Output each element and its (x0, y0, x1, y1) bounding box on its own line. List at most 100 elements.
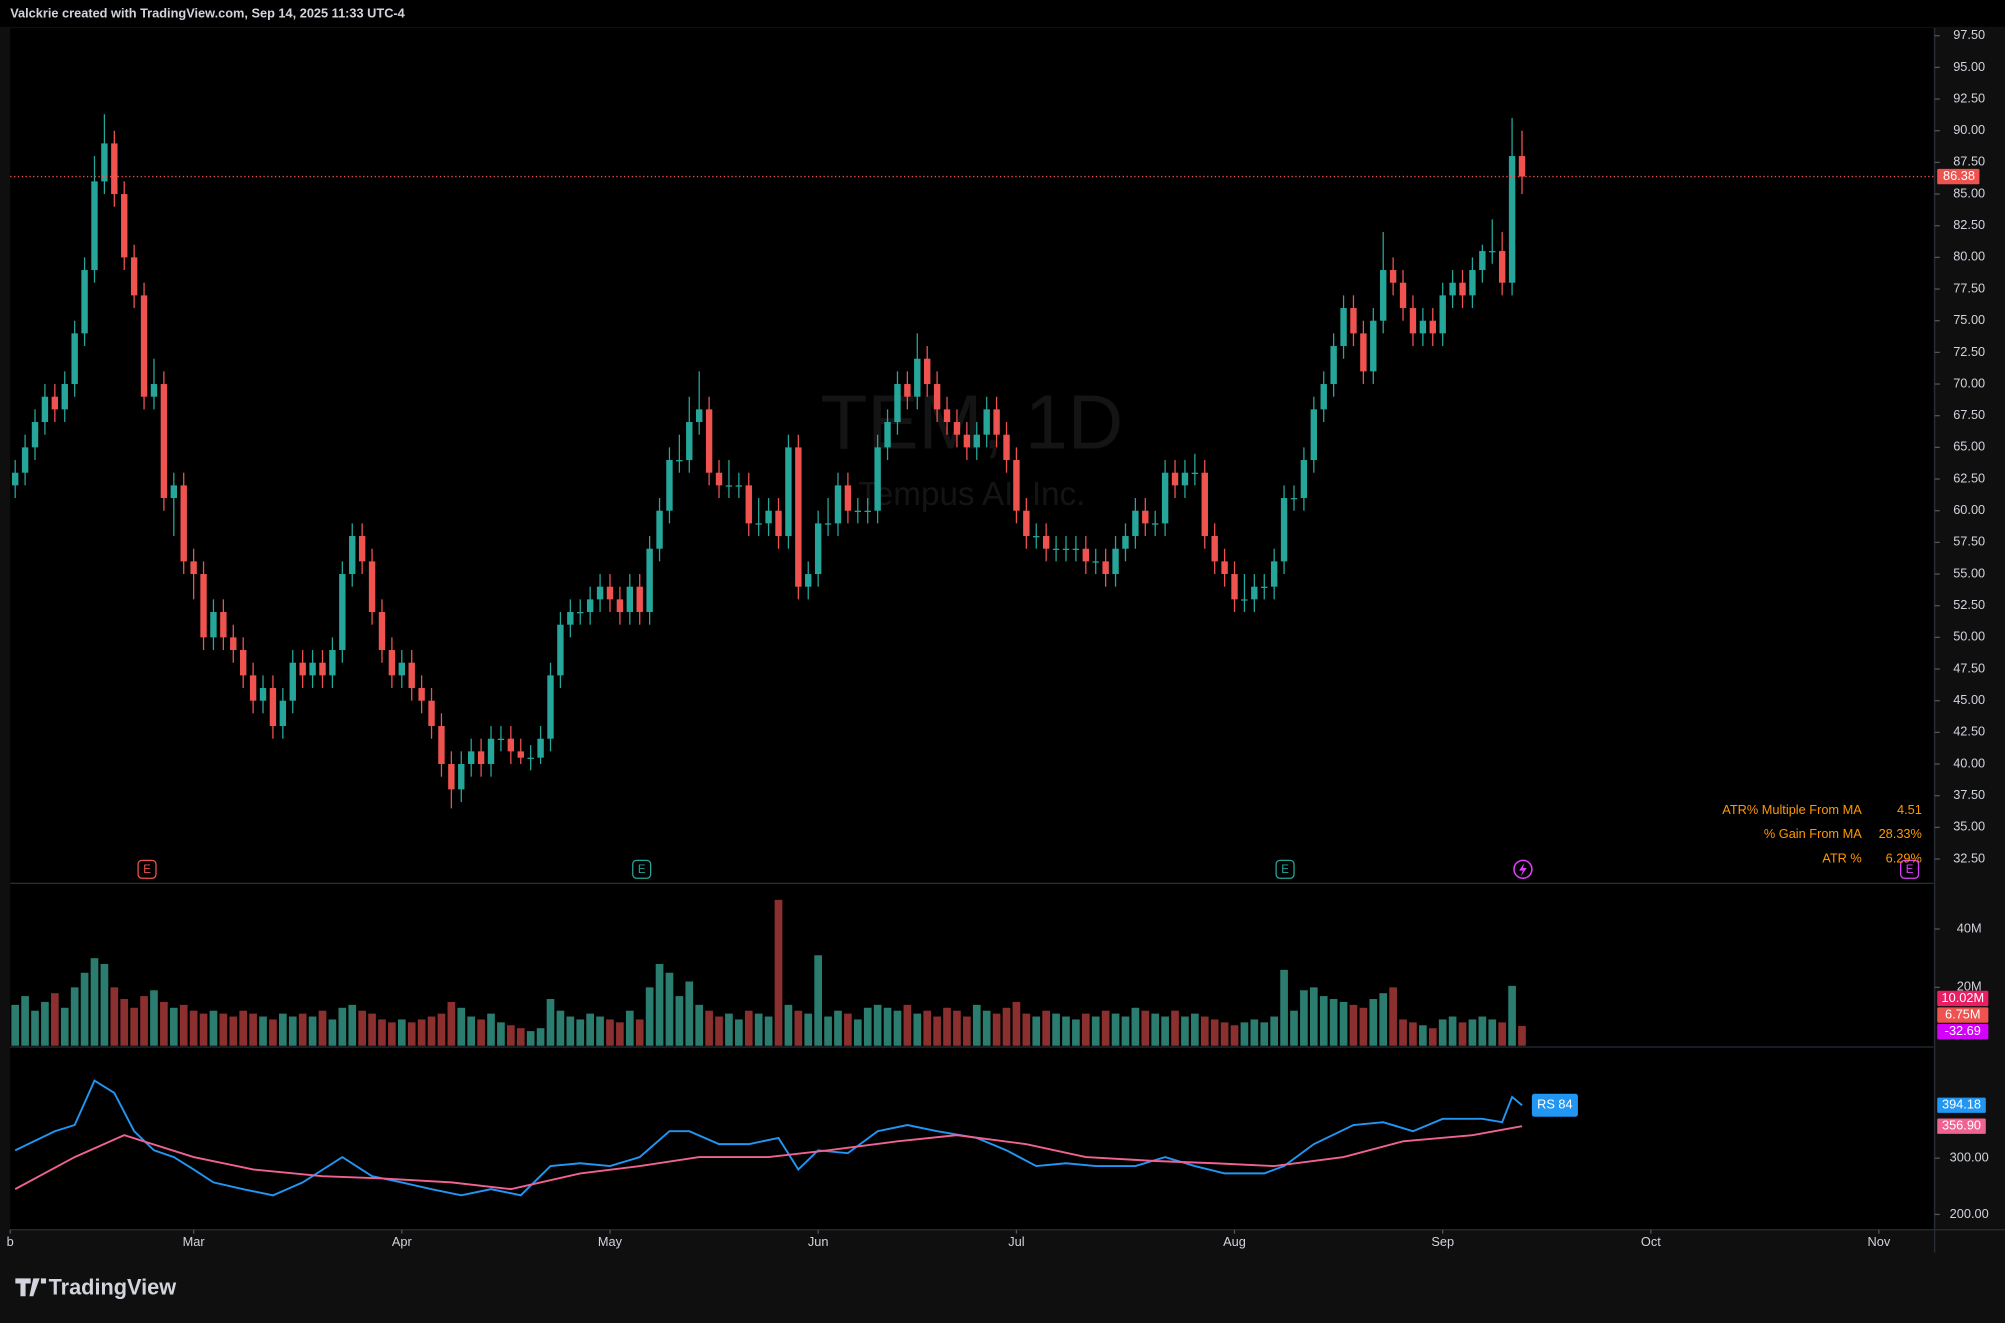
candle-body (299, 662, 306, 676)
volume-bar (378, 1019, 386, 1046)
y-tick-label: 55.00 (1953, 565, 1985, 580)
candle-body (1161, 472, 1169, 524)
volume-bar (635, 1019, 644, 1046)
volume-bar (427, 1016, 436, 1046)
candle-body (418, 688, 425, 701)
y-tick-label: 90.00 (1953, 122, 1985, 137)
volume-bar (31, 1010, 39, 1046)
candle-body (21, 447, 29, 473)
candle-body (1033, 536, 1040, 538)
event-marker (1900, 859, 1920, 879)
candle-body (239, 650, 247, 676)
y-tick-label: 80.00 (1953, 249, 1985, 264)
volume-bar (41, 1001, 49, 1046)
candle-body (963, 434, 971, 448)
volume-bar (1498, 1022, 1507, 1046)
candle-body (795, 447, 802, 587)
axis-marker (1937, 1007, 1989, 1023)
candle-body (121, 194, 128, 258)
volume-bar (735, 1019, 743, 1046)
indicator-value: 28.33% (1879, 826, 1922, 841)
volume-bar (1002, 1007, 1011, 1046)
candle-body (31, 422, 39, 448)
candle-body (319, 662, 326, 676)
axis-marker (1937, 990, 1989, 1007)
candle-body (705, 409, 713, 473)
candle-body (428, 700, 435, 727)
y-tick-label: 45.00 (1953, 692, 1985, 707)
volume-bar (308, 1016, 317, 1046)
candle-body (1469, 270, 1476, 296)
volume-bar (249, 1013, 257, 1046)
volume-bar (497, 1022, 505, 1046)
volume-bar (596, 1016, 604, 1046)
y-tick-label: 42.50 (1953, 724, 1985, 739)
volume-bar (1181, 1016, 1189, 1046)
candle-body (1498, 251, 1506, 283)
candle-body (1171, 472, 1179, 486)
volume-bar (645, 987, 654, 1046)
volume-bar (259, 1016, 267, 1046)
volume-bar (1091, 1016, 1100, 1046)
axis-marker-label: 10.02M (1942, 990, 1985, 1005)
candle-body (1459, 282, 1466, 296)
candle-body (636, 586, 643, 613)
candle-body (1142, 510, 1149, 524)
last-price-tag (1937, 168, 1980, 185)
candle-body (547, 675, 554, 739)
y-tick-label: 20M (1957, 979, 1982, 994)
candle-body (914, 358, 921, 397)
x-tick-label: Nov (1868, 1234, 1891, 1249)
candle-body (150, 384, 158, 397)
header-title: Valckrie created with TradingView.com, S… (10, 5, 405, 20)
volume-bar (120, 999, 129, 1046)
volume-bar (179, 1004, 188, 1046)
volume-bar (586, 1013, 594, 1046)
y-tick-label: 35.00 (1953, 819, 1985, 834)
candle-body (1181, 472, 1189, 486)
event-marker (632, 859, 652, 879)
volume-bar (90, 958, 99, 1046)
volume-bar (1012, 1001, 1021, 1046)
candle-body (1241, 599, 1248, 601)
candle-body (259, 688, 267, 701)
volume-bar (1359, 1007, 1368, 1046)
volume-bar (853, 1019, 862, 1046)
candle-body (398, 662, 405, 676)
candle-body (943, 409, 951, 423)
candle-body (329, 650, 336, 676)
candle-body (666, 460, 673, 511)
candle-body (904, 384, 911, 397)
volume-bar (1409, 1022, 1417, 1046)
candle-body (1300, 460, 1308, 499)
volume-bar (1419, 1025, 1427, 1046)
volume-bar (368, 1013, 376, 1046)
volume-bar (100, 964, 109, 1046)
candle-body (210, 612, 217, 638)
candle-body (1280, 498, 1288, 562)
volume-bar (1250, 1019, 1259, 1046)
y-tick-label: 40M (1957, 920, 1982, 935)
volume-bar (209, 1010, 218, 1046)
candle-body (1389, 270, 1397, 283)
volume-bar (60, 1007, 69, 1046)
volume-bar (814, 955, 822, 1046)
rs-line (14, 1125, 1523, 1191)
volume-bar (764, 1016, 773, 1046)
candle-body (805, 574, 812, 587)
event-label: E (1281, 864, 1289, 876)
axis-tag (1937, 1118, 1986, 1134)
x-tick-label: Sep (1431, 1234, 1454, 1249)
header-bar (0, 0, 2005, 27)
candle-body (537, 738, 544, 758)
volume-bar (1478, 1016, 1487, 1046)
volume-bar (1270, 1016, 1279, 1046)
volume-bar (616, 1022, 624, 1046)
axis-tag-label: 394.18 (1942, 1097, 1981, 1112)
y-tick-label: 85.00 (1953, 185, 1985, 200)
volume-bar (1081, 1013, 1090, 1046)
candle-body (1439, 295, 1446, 334)
x-tick-label: Oct (1641, 1234, 1661, 1249)
candle-body (1429, 320, 1436, 334)
